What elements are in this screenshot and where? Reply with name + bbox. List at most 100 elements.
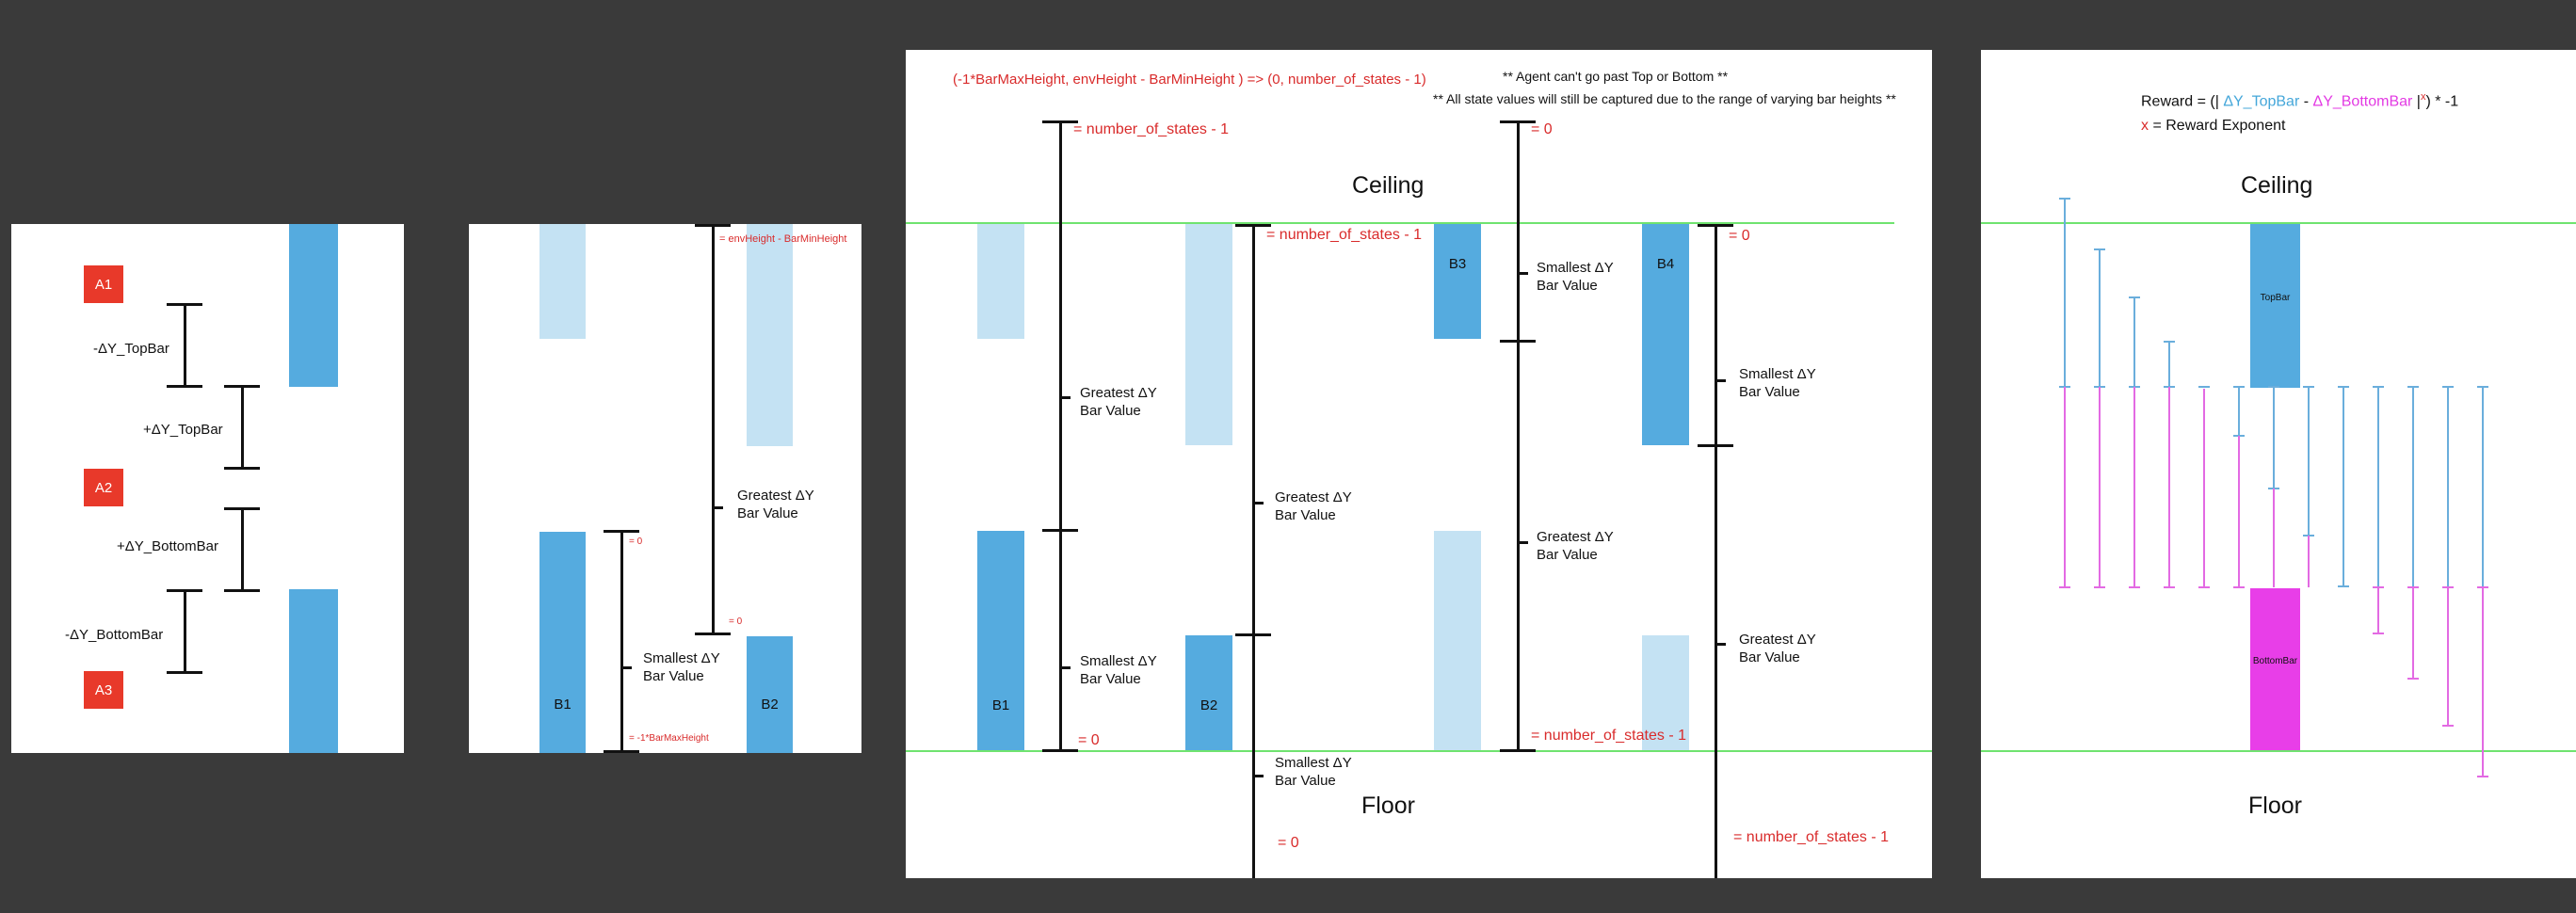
bracket-1-mid [1042,529,1078,532]
bracket-3-mid [1500,340,1536,343]
bar-b4-label: B4 [1656,256,1675,272]
formula-exponent: x [2420,91,2426,103]
panel-state-mapping: (-1*BarMaxHeight, envHeight - BarMinHeig… [906,50,1932,878]
nos-annotation-d: = number_of_states - 1 [1733,829,1889,845]
greatest-label-2a: Greatest ΔY [1275,489,1352,505]
formula-minus: - [2303,93,2310,110]
bracket-3-tick [1517,272,1528,275]
env-height-annotation: = envHeight - BarMinHeight [719,233,847,245]
smallest-label-3a: Smallest ΔY [1537,260,1614,276]
exponent-text: = Reward Exponent [2152,118,2286,134]
bracket-2-tick [1252,775,1264,777]
bar-b2-label: B2 [1199,697,1218,713]
zero-annotation-a: = 0 [1078,732,1100,748]
bracket-1-tick [1059,396,1071,399]
smallest-label-3b: Bar Value [1537,278,1598,294]
bracket-neg-top-cap [167,385,202,388]
floor-label: Floor [1361,793,1415,819]
bracket-neg-top-line [184,303,186,386]
exponent-symbol: x [2141,118,2149,134]
floor-line [1981,750,2576,752]
neg-max-annotation: = -1*BarMaxHeight [629,733,709,744]
nos-annotation-b: = number_of_states - 1 [1266,227,1422,243]
bracket-3-cap [1500,749,1536,752]
smallest-label-line2: Bar Value [643,668,704,684]
ceiling-line [906,222,1894,224]
smallest-bracket-line [620,530,623,753]
formula-pipe: | [2416,93,2421,110]
bracket-3-line [1517,120,1520,752]
zero-annotation-b: = 0 [629,537,643,547]
formula-topbar: ΔY_TopBar [2223,93,2300,110]
greatest-bracket-tick [712,506,723,509]
formula-prefix: Reward = (| [2141,93,2219,110]
bottom-bar-max [1434,531,1481,750]
formula-bottombar: ΔY_BottomBar [2312,93,2413,110]
bar-b1-label: B1 [991,697,1010,713]
greatest-label-3b: Bar Value [1537,547,1598,563]
greatest-bracket-cap [695,633,731,635]
smallest-label-4b: Bar Value [1739,384,1800,400]
label-pos-bottom: +ΔY_BottomBar [117,538,218,554]
bracket-1-tick [1059,666,1071,669]
label-neg-bottom: -ΔY_BottomBar [65,627,164,643]
panel-bar-ranges: B1 B2 = envHeight - BarMinHeight Greates… [469,224,861,753]
ceiling-label: Ceiling [2241,172,2313,199]
greatest-label-2b: Bar Value [1275,507,1336,523]
nos-annotation-a: = number_of_states - 1 [1073,121,1229,137]
bracket-4-tick [1715,379,1726,382]
smallest-label-line1: Smallest ΔY [643,650,720,666]
bar-b1 [977,531,1024,750]
top-bar-max [747,224,793,446]
bracket-4-mid [1698,444,1733,447]
bracket-1-line [1059,120,1062,752]
bracket-2-line [1252,224,1255,878]
action-a2-box: A2 [84,469,123,506]
greatest-label-4a: Greatest ΔY [1739,632,1816,648]
bar-b3 [1434,224,1481,339]
bracket-pos-top-cap [224,467,260,470]
floor-label: Floor [2248,793,2302,819]
smallest-label-1b: Bar Value [1080,671,1141,687]
ceiling-line [1981,222,2576,224]
bar-b2-label: B2 [761,697,779,713]
bar-b1-label: B1 [554,697,572,713]
bracket-pos-top-line [241,385,244,468]
bracket-neg-bottom-cap [167,671,202,674]
bottombar-block [2250,588,2300,750]
bracket-2-tick [1252,502,1264,505]
panel-action-space: A1 A2 A3 -ΔY_TopBar +ΔY_TopBar +ΔY_Botto… [11,224,404,753]
smallest-label-1a: Smallest ΔY [1080,653,1157,669]
top-bar-min [539,224,586,339]
greatest-label-1a: Greatest ΔY [1080,385,1157,401]
bracket-neg-bottom-line [184,589,186,672]
top-bar-min [977,224,1024,339]
greatest-label-line2: Bar Value [737,505,798,521]
label-neg-top: -ΔY_TopBar [93,341,169,357]
greatest-label-4b: Bar Value [1739,649,1800,665]
nos-annotation-c: = number_of_states - 1 [1531,728,1686,744]
bracket-pos-bottom-cap [224,589,260,592]
bracket-4-line [1715,224,1717,878]
smallest-label-4a: Smallest ΔY [1739,366,1816,382]
bottom-bar [289,589,338,753]
greatest-bracket-line [712,224,715,634]
greatest-label-line1: Greatest ΔY [737,488,814,504]
bracket-pos-bottom-line [241,507,244,590]
smallest-bracket-cap [604,750,639,753]
zero-annotation-c: = 0 [1531,121,1553,137]
greatest-label-1b: Bar Value [1080,403,1141,419]
zero-annotation-a: = 0 [729,617,743,627]
zero-annotation-b: = 0 [1278,835,1299,851]
smallest-label-2b: Bar Value [1275,773,1336,789]
greatest-label-3a: Greatest ΔY [1537,529,1614,545]
zero-annotation-d: = 0 [1729,228,1750,244]
ceiling-label: Ceiling [1352,172,1425,199]
topbar-block [2250,224,2300,388]
bracket-2-mid [1235,633,1271,636]
bracket-1-cap [1042,749,1078,752]
note-agent-limit: ** Agent can't go past Top or Bottom ** [1503,69,1729,84]
action-a3-box: A3 [84,671,123,709]
top-bar-max [1185,224,1232,445]
note-state-coverage: ** All state values will still be captur… [1433,91,1896,106]
